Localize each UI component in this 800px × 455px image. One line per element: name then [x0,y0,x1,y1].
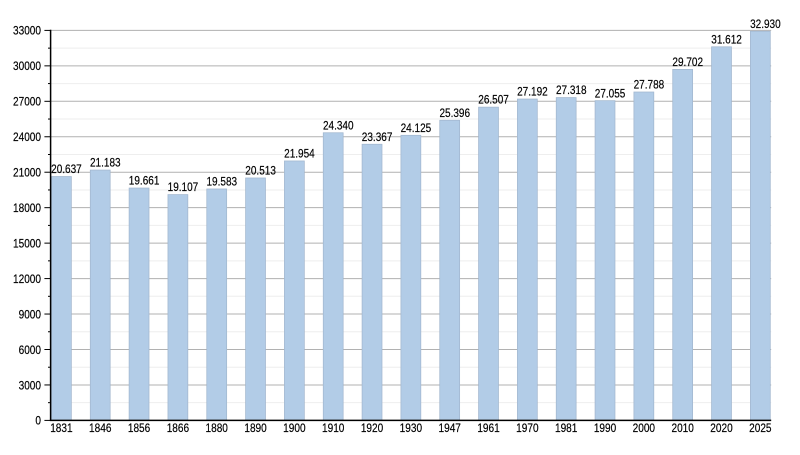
svg-text:31.612: 31.612 [711,32,742,46]
svg-text:2000: 2000 [633,421,656,435]
svg-text:2025: 2025 [749,421,772,435]
svg-text:20.513: 20.513 [245,164,276,178]
svg-text:33000: 33000 [13,24,41,38]
svg-text:25.396: 25.396 [439,106,470,120]
svg-text:29.702: 29.702 [672,55,703,69]
svg-text:1890: 1890 [244,421,267,435]
svg-text:21000: 21000 [13,166,41,180]
svg-text:19.661: 19.661 [129,174,160,188]
svg-text:1831: 1831 [50,421,73,435]
svg-text:12000: 12000 [13,272,41,286]
svg-text:21.183: 21.183 [90,156,121,170]
svg-text:24.340: 24.340 [323,118,354,132]
svg-text:1856: 1856 [128,421,151,435]
svg-text:9000: 9000 [19,307,42,321]
svg-text:26.507: 26.507 [478,93,509,107]
svg-text:32.930: 32.930 [750,17,781,31]
svg-text:19.107: 19.107 [168,180,199,194]
svg-text:27.788: 27.788 [634,78,665,92]
svg-text:30000: 30000 [13,59,41,73]
svg-text:23.367: 23.367 [362,130,393,144]
svg-text:1846: 1846 [89,421,112,435]
svg-text:1930: 1930 [400,421,423,435]
svg-text:19.583: 19.583 [206,175,237,189]
svg-text:24000: 24000 [13,130,41,144]
svg-text:20.637: 20.637 [51,162,82,176]
svg-text:1961: 1961 [477,421,500,435]
svg-text:27000: 27000 [13,95,41,109]
svg-text:1910: 1910 [322,421,345,435]
svg-text:27.318: 27.318 [556,83,587,97]
svg-text:1866: 1866 [167,421,190,435]
svg-text:1970: 1970 [516,421,539,435]
svg-text:2020: 2020 [710,421,733,435]
svg-text:1900: 1900 [283,421,306,435]
svg-text:1990: 1990 [594,421,617,435]
svg-text:15000: 15000 [13,236,41,250]
svg-text:1947: 1947 [439,421,462,435]
svg-text:27.192: 27.192 [517,85,548,99]
svg-text:1981: 1981 [555,421,578,435]
svg-text:6000: 6000 [19,343,42,357]
svg-text:27.055: 27.055 [595,86,626,100]
svg-text:1880: 1880 [206,421,229,435]
svg-text:24.125: 24.125 [401,121,432,135]
svg-text:18000: 18000 [13,201,41,215]
svg-text:21.954: 21.954 [284,147,315,161]
svg-text:0: 0 [35,414,41,428]
svg-text:3000: 3000 [19,378,42,392]
svg-text:1920: 1920 [361,421,384,435]
svg-text:2010: 2010 [671,421,694,435]
